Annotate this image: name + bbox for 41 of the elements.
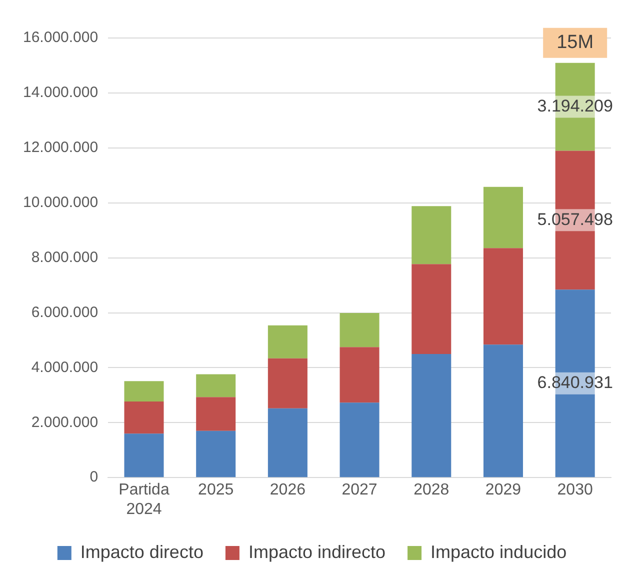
legend-label: Impacto inducido [430,542,567,562]
y-tick-label: 8.000.000 [31,248,98,266]
bar [412,264,452,354]
data-label: 6.840.931 [537,373,613,392]
x-tick-label: 2029 [485,482,522,499]
x-tick-label: 2027 [342,482,378,499]
bar [483,248,523,345]
bar [412,206,452,264]
bar [196,374,236,398]
data-label: 5.057.498 [537,210,613,229]
bar [124,401,164,434]
bar [268,325,308,358]
legend-label: Impacto indirecto [248,542,386,562]
bar [196,397,236,431]
bar [340,313,380,348]
bar [340,347,380,403]
y-tick-label: 6.000.000 [31,304,98,321]
data-label: 3.194.209 [537,96,613,116]
y-tick-label: 14.000.000 [22,84,98,102]
bar [340,402,380,478]
bar [268,408,308,478]
y-tick-label: 0 [90,468,98,486]
x-tick-label: 2030 [557,482,593,499]
x-tick-label: 2026 [270,482,306,499]
y-tick-label: 12.000.000 [22,139,98,156]
y-tick-label: 16.000.000 [22,29,98,46]
bar [268,358,308,408]
y-tick-label: 10.000.000 [22,194,98,211]
y-tick-label: 4.000.000 [31,358,98,376]
x-tick-label: 2025 [198,482,234,499]
bar [196,430,236,478]
bar [124,434,164,478]
legend-label: Impacto directo [80,542,204,562]
bar [412,354,452,478]
x-tick-label: 2028 [414,482,450,499]
bar [483,344,523,478]
x-tick-label: Partida 2024 [118,482,170,518]
bar [124,381,164,402]
bar [483,186,523,248]
total-label: 15M [556,32,594,54]
y-tick-label: 2.000.000 [31,414,98,431]
